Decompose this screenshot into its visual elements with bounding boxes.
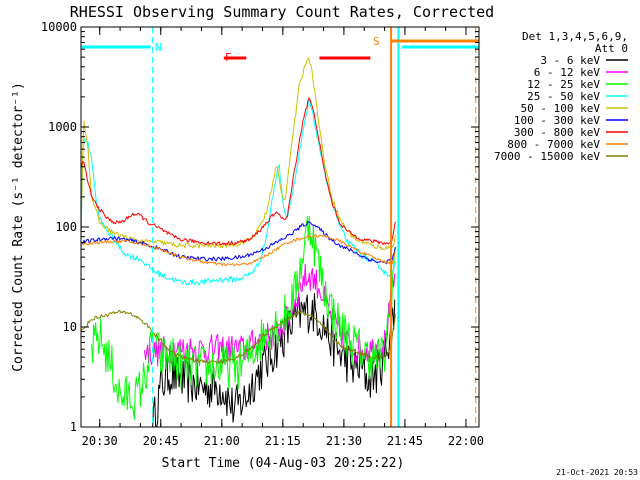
series-line-6 xyxy=(80,97,396,246)
x-axis-label: Start Time (04-Aug-03 20:25:22) xyxy=(162,456,405,471)
legend-label: 12 - 25 keV xyxy=(527,78,600,91)
x-tick-label: 21:15 xyxy=(265,434,301,448)
saa-flag-label: S xyxy=(373,35,380,48)
legend-label: 50 - 100 keV xyxy=(521,102,601,115)
y-axis-label: Corrected Count Rate (s⁻¹ detector⁻¹) xyxy=(11,82,26,372)
flag-layer: N F S xyxy=(81,27,479,427)
legend-label: 300 - 800 keV xyxy=(514,126,600,139)
y-tick-label: 1 xyxy=(70,420,77,434)
series-line-2 xyxy=(91,216,396,420)
x-tick-label: 21:00 xyxy=(204,434,240,448)
legend-label: 6 - 12 keV xyxy=(534,66,601,79)
legend-label: 3 - 6 keV xyxy=(540,54,600,67)
y-tick-label: 10 xyxy=(63,320,77,334)
legend-detector-line: Det 1,3,4,5,6,9, xyxy=(522,30,628,43)
night-flag-label: N xyxy=(155,41,162,54)
legend-label: 25 - 50 keV xyxy=(527,90,600,103)
y-tick-label: 10000 xyxy=(41,20,77,34)
series-layer xyxy=(80,57,396,428)
legend-label: 100 - 300 keV xyxy=(514,114,600,127)
axis-layer: 20:30 20:45 21:00 21:15 21:30 21:45 22:00 1 10 10… xyxy=(41,20,484,448)
y-tick-label: 100 xyxy=(55,220,77,234)
legend-attenuator-line: Att 0 xyxy=(595,42,628,55)
x-tick-label: 20:30 xyxy=(82,434,118,448)
series-line-8 xyxy=(80,309,396,364)
series-line-4 xyxy=(80,57,396,251)
x-tick-label: 21:30 xyxy=(326,434,362,448)
generated-timestamp: 21-Oct-2021 20:53 xyxy=(556,468,638,477)
x-tick-label: 21:45 xyxy=(387,434,423,448)
x-tick-label: 22:00 xyxy=(448,434,484,448)
series-line-5 xyxy=(81,220,396,265)
y-tick-label: 1000 xyxy=(48,120,77,134)
x-tick-label: 20:45 xyxy=(143,434,179,448)
legend-label: 800 - 7000 keV xyxy=(507,138,600,151)
legend-label: 7000 - 15000 keV xyxy=(494,150,600,163)
series-line-3 xyxy=(80,98,396,286)
chart-title: RHESSI Observing Summary Count Rates, Co… xyxy=(70,3,494,21)
series-line-7 xyxy=(80,233,396,267)
plot-area: N F S 20:30 20:45 21:00 21:15 21:30 21:45 22:0… xyxy=(41,20,484,448)
